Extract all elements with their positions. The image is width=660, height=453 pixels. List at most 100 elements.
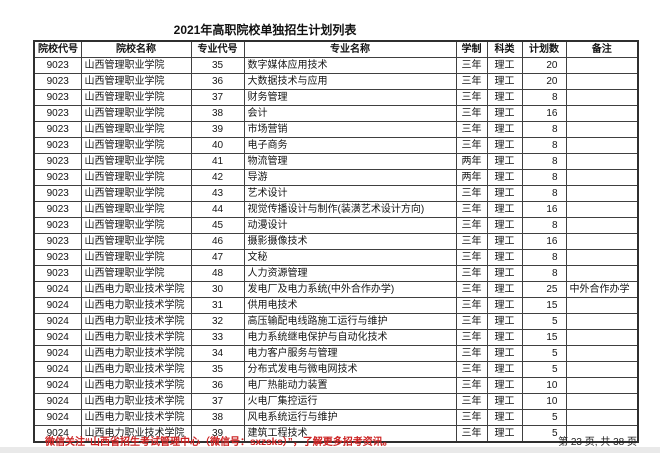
cell-major-name: 财务管理 xyxy=(243,89,457,106)
cell-duration: 三年 xyxy=(455,89,488,106)
cell-category: 理工 xyxy=(486,185,523,202)
cell-remark xyxy=(565,393,639,410)
cell-remark xyxy=(565,73,639,90)
cell-duration: 三年 xyxy=(455,217,488,234)
cell-college-code: 9023 xyxy=(33,89,82,106)
cell-college-name: 山西管理职业学院 xyxy=(80,233,192,250)
cell-duration: 三年 xyxy=(455,329,488,346)
table-row: 9024 山西电力职业技术学院 38 风电系统运行与维护 三年 理工 5 xyxy=(33,409,639,426)
cell-major-code: 48 xyxy=(190,265,245,282)
cell-college-name: 山西管理职业学院 xyxy=(80,57,192,74)
cell-college-code: 9024 xyxy=(33,297,82,314)
cell-category: 理工 xyxy=(486,233,523,250)
cell-category: 理工 xyxy=(486,265,523,282)
cell-duration: 三年 xyxy=(455,281,488,298)
cell-major-code: 40 xyxy=(190,137,245,154)
cell-major-code: 37 xyxy=(190,393,245,410)
cell-major-code: 38 xyxy=(190,105,245,122)
table-row: 9023 山西管理职业学院 38 会计 三年 理工 16 xyxy=(33,105,639,122)
cell-duration: 三年 xyxy=(455,361,488,378)
cell-major-name: 火电厂集控运行 xyxy=(243,393,457,410)
cell-duration: 三年 xyxy=(455,249,488,266)
cell-plan-count: 5 xyxy=(521,425,567,443)
cell-major-name: 电力客户服务与管理 xyxy=(243,345,457,362)
cell-major-code: 45 xyxy=(190,217,245,234)
cell-college-code: 9023 xyxy=(33,249,82,266)
table-row: 9023 山西管理职业学院 46 摄影摄像技术 三年 理工 16 xyxy=(33,233,639,250)
cell-college-name: 山西管理职业学院 xyxy=(80,185,192,202)
cell-college-code: 9024 xyxy=(33,345,82,362)
cell-category: 理工 xyxy=(486,105,523,122)
cell-category: 理工 xyxy=(486,377,523,394)
cell-duration: 三年 xyxy=(455,201,488,218)
cell-college-code: 9023 xyxy=(33,169,82,186)
cell-college-code: 9023 xyxy=(33,233,82,250)
cell-remark xyxy=(565,377,639,394)
cell-remark xyxy=(565,217,639,234)
cell-major-name: 视觉传播设计与制作(装潢艺术设计方向) xyxy=(243,201,457,218)
cell-remark xyxy=(565,105,639,122)
enrollment-plan-table: 院校代号 院校名称 专业代号 专业名称 学制 科类 计划数 备注 9023 山西管… xyxy=(33,40,639,443)
cell-plan-count: 10 xyxy=(521,393,567,410)
cell-remark xyxy=(565,137,639,154)
table-row: 9023 山西管理职业学院 35 数字媒体应用技术 三年 理工 20 xyxy=(33,57,639,74)
cell-college-name: 山西电力职业技术学院 xyxy=(80,281,192,298)
cell-plan-count: 20 xyxy=(521,57,567,74)
cell-duration: 三年 xyxy=(455,377,488,394)
cell-college-code: 9024 xyxy=(33,313,82,330)
table-row: 9024 山西电力职业技术学院 31 供用电技术 三年 理工 15 xyxy=(33,297,639,314)
cell-remark xyxy=(565,153,639,170)
table-row: 9023 山西管理职业学院 43 艺术设计 三年 理工 8 xyxy=(33,185,639,202)
table-row: 9023 山西管理职业学院 48 人力资源管理 三年 理工 8 xyxy=(33,265,639,282)
cell-plan-count: 5 xyxy=(521,361,567,378)
cell-duration: 三年 xyxy=(455,265,488,282)
cell-duration: 三年 xyxy=(455,121,488,138)
cell-remark xyxy=(565,361,639,378)
cell-college-name: 山西管理职业学院 xyxy=(80,137,192,154)
table-row: 9023 山西管理职业学院 37 财务管理 三年 理工 8 xyxy=(33,89,639,106)
cell-major-code: 30 xyxy=(190,281,245,298)
cell-remark xyxy=(565,345,639,362)
cell-major-code: 39 xyxy=(190,121,245,138)
cell-major-code: 33 xyxy=(190,329,245,346)
header-plan-count: 计划数 xyxy=(521,40,567,58)
cell-college-name: 山西管理职业学院 xyxy=(80,217,192,234)
cell-category: 理工 xyxy=(486,425,523,443)
cell-plan-count: 16 xyxy=(521,233,567,250)
cell-duration: 两年 xyxy=(455,153,488,170)
cell-major-code: 47 xyxy=(190,249,245,266)
cell-plan-count: 10 xyxy=(521,377,567,394)
table-row: 9023 山西管理职业学院 45 动漫设计 三年 理工 8 xyxy=(33,217,639,234)
page-title: 2021年高职院校单独招生计划列表 xyxy=(173,23,357,37)
cell-category: 理工 xyxy=(486,249,523,266)
table-row: 9024 山西电力职业技术学院 34 电力客户服务与管理 三年 理工 5 xyxy=(33,345,639,362)
cell-category: 理工 xyxy=(486,153,523,170)
cell-remark xyxy=(565,297,639,314)
cell-major-name: 大数据技术与应用 xyxy=(243,73,457,90)
cell-college-code: 9023 xyxy=(33,265,82,282)
table-row: 9024 山西电力职业技术学院 33 电力系统继电保护与自动化技术 三年 理工 15 xyxy=(33,329,639,346)
cell-major-name: 物流管理 xyxy=(243,153,457,170)
cell-plan-count: 8 xyxy=(521,89,567,106)
cell-major-name: 供用电技术 xyxy=(243,297,457,314)
cell-major-code: 35 xyxy=(190,57,245,74)
cell-plan-count: 8 xyxy=(521,249,567,266)
table-row: 9023 山西管理职业学院 36 大数据技术与应用 三年 理工 20 xyxy=(33,73,639,90)
cell-major-name: 摄影摄像技术 xyxy=(243,233,457,250)
cell-college-code: 9023 xyxy=(33,201,82,218)
cell-major-name: 市场营销 xyxy=(243,121,457,138)
cell-remark xyxy=(565,329,639,346)
cell-major-code: 38 xyxy=(190,409,245,426)
cell-major-code: 41 xyxy=(190,153,245,170)
cell-remark xyxy=(565,121,639,138)
cell-major-code: 34 xyxy=(190,345,245,362)
cell-college-name: 山西电力职业技术学院 xyxy=(80,345,192,362)
cell-plan-count: 8 xyxy=(521,153,567,170)
cell-plan-count: 5 xyxy=(521,313,567,330)
cell-remark xyxy=(565,89,639,106)
cell-plan-count: 16 xyxy=(521,105,567,122)
cell-category: 理工 xyxy=(486,297,523,314)
cell-college-name: 山西管理职业学院 xyxy=(80,105,192,122)
cell-plan-count: 8 xyxy=(521,169,567,186)
cell-college-name: 山西管理职业学院 xyxy=(80,89,192,106)
